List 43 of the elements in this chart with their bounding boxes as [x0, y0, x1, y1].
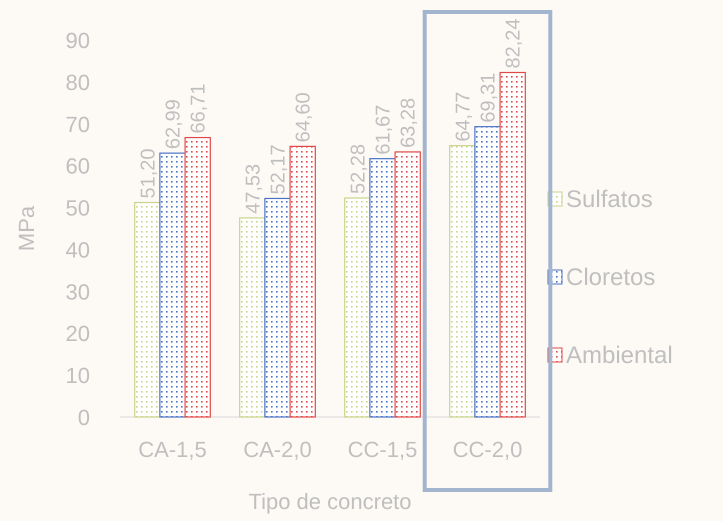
bar: [394, 151, 421, 418]
y-tick-label: 40: [66, 237, 90, 262]
legend-label: Ambiental: [566, 342, 673, 369]
data-label: 69,31: [478, 72, 500, 123]
bar: [134, 202, 160, 418]
bar: [344, 197, 370, 418]
y-tick-label: 10: [66, 363, 90, 388]
y-tick-label: 90: [66, 28, 90, 53]
bar: [159, 152, 186, 418]
data-label: 47,53: [242, 164, 264, 214]
y-tick-label: 50: [66, 196, 90, 221]
y-tick-label: 0: [78, 405, 90, 430]
bar: [449, 145, 476, 418]
data-label: 61,67: [372, 104, 394, 155]
y-tick-label: 30: [66, 279, 90, 304]
data-label: 52,28: [347, 144, 370, 194]
y-tick-label: 60: [66, 154, 90, 179]
x-tick-label: CC-2,0: [452, 437, 522, 462]
x-tick-label: CA-1,5: [138, 437, 207, 462]
x-tick-label: CA-2,0: [243, 437, 312, 462]
y-tick-label: 80: [66, 70, 90, 95]
bar: [369, 158, 396, 418]
bar: [290, 146, 316, 418]
bar: [264, 198, 291, 418]
legend-label: Cloretos: [566, 264, 656, 291]
y-tick-label: 20: [66, 321, 90, 346]
bar: [184, 136, 211, 418]
legend-label: Sulfatos: [566, 186, 653, 213]
y-axis-title: MPa: [14, 205, 39, 252]
bar: [500, 72, 526, 418]
bar: [474, 126, 501, 418]
x-tick-label: CC-1,5: [348, 437, 418, 462]
data-label: 66,71: [188, 83, 210, 134]
data-label: 62,99: [162, 99, 184, 150]
data-label: 64,60: [292, 92, 315, 142]
x-axis-title: Tipo de concreto: [248, 489, 412, 514]
data-label: 63,28: [398, 98, 420, 148]
y-tick-label: 70: [66, 112, 90, 137]
data-label: 82,24: [502, 18, 525, 69]
data-label: 52,17: [268, 144, 290, 194]
data-label: 64,77: [452, 92, 474, 142]
data-label: 51,20: [137, 148, 160, 199]
bar: [239, 217, 266, 418]
